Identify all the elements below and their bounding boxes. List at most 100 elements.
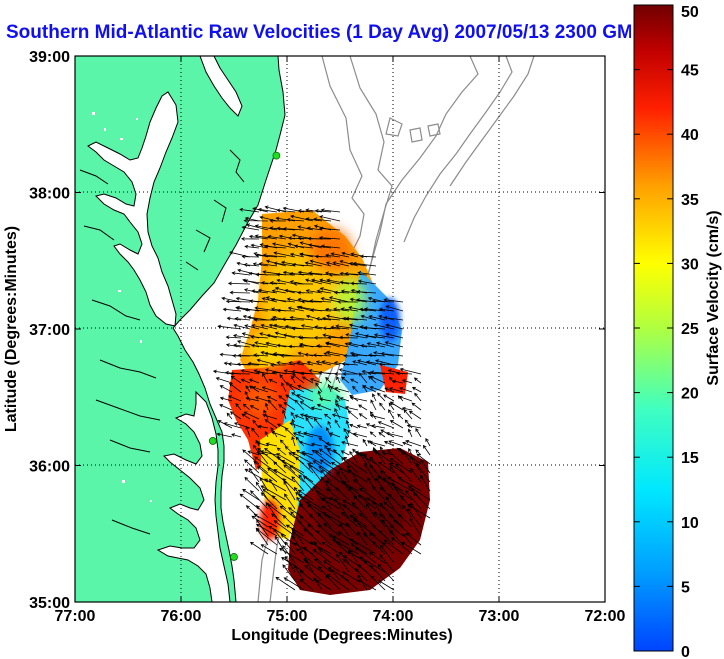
velocity-arrow — [347, 341, 368, 348]
velocity-arrow — [227, 395, 242, 402]
velocity-arrow — [293, 564, 305, 582]
velocity-arrow — [305, 501, 332, 519]
velocity-arrow — [327, 567, 350, 582]
colorbar-ticks — [634, 4, 673, 652]
velocity-arrow — [330, 252, 350, 258]
velocity-arrow — [372, 486, 386, 501]
velocity-arrow — [325, 253, 341, 258]
velocity-arrow — [250, 343, 269, 348]
velocity-arrow — [283, 480, 296, 501]
velocity-arrow — [364, 462, 377, 483]
velocity-arrow — [348, 486, 368, 501]
velocity-arrow — [325, 314, 350, 321]
velocity-arrow — [250, 243, 269, 249]
velocity-arrow — [243, 459, 260, 474]
velocity-arrow — [323, 523, 341, 537]
velocity-arrow — [261, 297, 278, 303]
velocity-arrow — [402, 504, 413, 519]
velocity-arrow — [255, 370, 278, 375]
velocity-arrow — [350, 378, 359, 384]
velocity-arrow — [313, 577, 323, 591]
velocity-arrow — [268, 378, 278, 384]
velocity-arrow — [290, 375, 296, 384]
velocity-arrow — [420, 459, 431, 474]
velocity-arrow — [321, 505, 341, 519]
velocity-arrow — [258, 262, 278, 267]
velocity-arrow — [372, 393, 377, 402]
velocity-arrow — [425, 437, 431, 447]
velocity-arrow — [257, 207, 278, 213]
velocity-arrow — [217, 324, 242, 330]
velocity-arrow — [385, 431, 404, 438]
velocity-arrow — [349, 515, 368, 528]
velocity-arrow — [358, 372, 368, 384]
velocity-arrow — [408, 410, 422, 420]
velocity-arrow — [292, 535, 305, 555]
velocity-arrow — [372, 500, 386, 519]
velocity-arrow — [374, 511, 386, 528]
velocity-arrow — [229, 411, 242, 420]
velocity-arrow — [243, 411, 260, 420]
velocity-arrow — [301, 376, 314, 384]
velocity-arrow — [357, 271, 377, 276]
velocity-arrow — [223, 422, 242, 429]
velocity-arrow — [242, 314, 260, 321]
velocity-arrow — [368, 315, 386, 321]
velocity-region-red-east — [380, 365, 408, 394]
velocity-arrow — [249, 405, 260, 411]
velocity-arrow — [375, 341, 395, 348]
velocity-arrow — [334, 419, 341, 429]
colorbar-tick-label: 5 — [681, 579, 690, 596]
velocity-arrow — [405, 532, 422, 546]
velocity-arrow — [232, 333, 251, 339]
velocity-arrow — [344, 271, 368, 276]
velocity-arrow — [389, 525, 404, 537]
velocity-arrow — [244, 307, 269, 312]
velocity-arrow — [341, 440, 359, 447]
x-tick-label: 76:00 — [161, 608, 202, 625]
velocity-arrow — [253, 460, 269, 474]
velocity-arrow — [369, 386, 386, 393]
velocity-arrow — [252, 444, 269, 465]
delaware-bay — [199, 56, 243, 117]
velocity-arrow — [287, 236, 305, 241]
velocity-arrow — [383, 440, 395, 447]
velocity-arrow — [407, 485, 431, 501]
velocity-arrow — [395, 371, 413, 376]
velocity-arrow — [367, 371, 386, 376]
velocity-arrow — [254, 234, 278, 240]
velocity-arrow — [413, 377, 422, 384]
x-tick-label: 75:00 — [267, 608, 308, 625]
velocity-arrow — [279, 505, 296, 519]
velocity-arrow — [269, 218, 287, 223]
velocity-arrow — [282, 206, 305, 213]
velocity-arrow — [354, 568, 368, 582]
velocity-arrow — [345, 419, 350, 429]
velocity-arrow — [260, 492, 278, 510]
velocity-arrow — [420, 474, 431, 492]
velocity-arrow — [319, 215, 341, 222]
velocity-arrow — [325, 261, 341, 267]
velocity-arrow — [415, 449, 422, 456]
velocity-arrow — [349, 423, 359, 429]
velocity-arrow — [337, 299, 359, 304]
velocity-arrow — [339, 397, 350, 402]
velocity-arrow — [309, 299, 332, 303]
velocity-arrow — [341, 362, 359, 366]
colorbar-tick-label: 50 — [681, 4, 699, 21]
velocity-arrow — [336, 376, 341, 384]
velocity-arrow — [279, 374, 287, 384]
velocity-arrow — [341, 316, 359, 321]
velocity-arrow — [219, 404, 233, 411]
velocity-arrow — [358, 512, 377, 528]
velocity-arrow — [231, 433, 242, 438]
velocity-arrow — [255, 253, 278, 258]
velocity-arrow — [225, 343, 242, 348]
velocity-arrow — [318, 226, 341, 231]
velocity-arrow — [229, 290, 251, 295]
velocity-arrow — [358, 404, 368, 411]
velocity-arrow — [298, 494, 323, 510]
velocity-arrow — [242, 403, 251, 411]
velocity-arrow — [388, 462, 404, 474]
velocity-arrow — [347, 410, 359, 420]
